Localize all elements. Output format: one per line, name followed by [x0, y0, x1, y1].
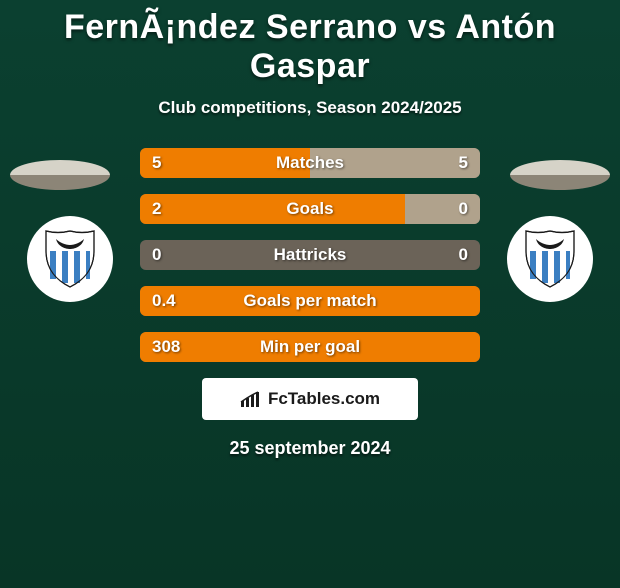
- club-badge-left: [27, 216, 113, 302]
- stat-row: 0 0 Hattricks: [140, 240, 480, 270]
- club-badge-right: [507, 216, 593, 302]
- page-title: FernÃ¡ndez Serrano vs Antón Gaspar: [0, 8, 620, 86]
- stat-label: Hattricks: [274, 245, 347, 265]
- stat-label: Goals: [286, 199, 333, 219]
- country-flag-right: [510, 160, 610, 190]
- stat-bars: 5 5 Matches 2 0 Goals 0 0 Hattricks 0.4 Goals per …: [140, 148, 480, 362]
- attribution-badge: FcTables.com: [202, 378, 418, 420]
- stat-bar-left: [140, 194, 405, 224]
- date-label: 25 september 2024: [0, 438, 620, 459]
- page-subtitle: Club competitions, Season 2024/2025: [0, 98, 620, 118]
- stat-value-right: 0: [459, 245, 468, 265]
- comparison-panel: 5 5 Matches 2 0 Goals 0 0 Hattricks 0.4 Goals per …: [0, 148, 620, 459]
- stat-row: 2 0 Goals: [140, 194, 480, 224]
- stat-value-left: 0.4: [152, 291, 176, 311]
- stat-value-left: 5: [152, 153, 161, 173]
- stat-label: Matches: [276, 153, 344, 173]
- crest-icon: [518, 227, 582, 291]
- stat-value-left: 308: [152, 337, 180, 357]
- stat-value-right: 5: [459, 153, 468, 173]
- country-flag-left: [10, 160, 110, 190]
- stat-label: Goals per match: [243, 291, 376, 311]
- stat-row: 0.4 Goals per match: [140, 286, 480, 316]
- stat-value-left: 2: [152, 199, 161, 219]
- stat-row: 308 Min per goal: [140, 332, 480, 362]
- stat-value-right: 0: [459, 199, 468, 219]
- stat-bar-right: [405, 194, 480, 224]
- stat-label: Min per goal: [260, 337, 360, 357]
- stat-value-left: 0: [152, 245, 161, 265]
- attribution-text: FcTables.com: [268, 389, 380, 409]
- chart-icon: [240, 390, 262, 408]
- stat-row: 5 5 Matches: [140, 148, 480, 178]
- crest-icon: [38, 227, 102, 291]
